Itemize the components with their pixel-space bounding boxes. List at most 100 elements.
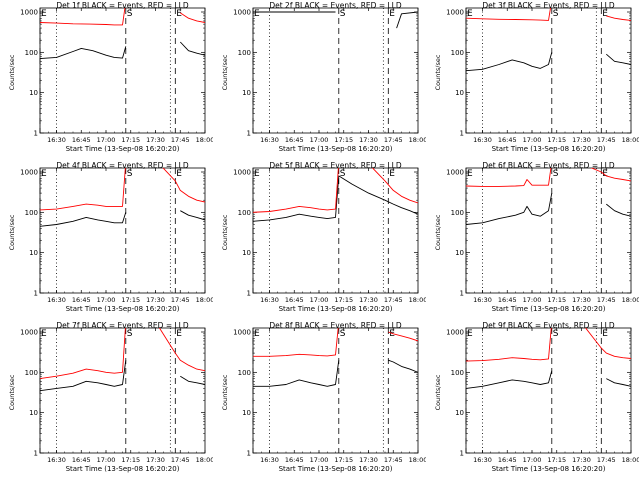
lld-series-line xyxy=(253,168,418,213)
lld-series-line xyxy=(40,328,205,380)
detector-panel: Det 8f BLACK = Events, RED = LLD 1 10 100 10… xyxy=(213,320,427,480)
detector-chart: Det 3f BLACK = Events, RED = LLD 1 10 100 10… xyxy=(434,1,640,153)
y-axis-label: Counts/sec xyxy=(221,214,229,250)
detector-panel: Det 9f BLACK = Events, RED = LLD 1 10 100 10… xyxy=(426,320,640,480)
x-tick-label: 17:30 xyxy=(359,456,378,464)
detector-panel: Det 3f BLACK = Events, RED = LLD 1 10 100 10… xyxy=(426,0,640,160)
x-tick-label: 17:15 xyxy=(334,296,353,304)
marker-label: E xyxy=(467,9,473,19)
detector-chart: Det 2f BLACK = Events, RED = LLD 1 10 100 10… xyxy=(221,1,427,153)
y-tick-label: 100 xyxy=(238,49,251,57)
x-tick-label: 16:30 xyxy=(47,136,66,144)
marker-label: E xyxy=(389,9,395,19)
detector-panel: Det 1f BLACK = Events, RED = LLD 1 10 100 10… xyxy=(0,0,214,160)
y-tick-label: 10 xyxy=(242,249,251,257)
marker-label: S xyxy=(127,329,133,339)
y-tick-label: 100 xyxy=(451,49,464,57)
x-tick-label: 17:45 xyxy=(384,456,403,464)
plot-frame xyxy=(39,327,206,454)
events-series-line xyxy=(253,175,418,222)
x-tick-label: 17:15 xyxy=(334,136,353,144)
detector-chart: Det 9f BLACK = Events, RED = LLD 1 10 100 10… xyxy=(434,321,640,473)
chart-title: Det 4f BLACK = Events, RED = LLD xyxy=(56,161,189,170)
x-tick-label: 16:30 xyxy=(260,456,279,464)
chart-title: Det 6f BLACK = Events, RED = LLD xyxy=(482,161,615,170)
x-axis-label: Start Time (13-Sep-08 16:20:20) xyxy=(279,465,393,473)
x-tick-label: 17:15 xyxy=(334,456,353,464)
x-tick-label: 18:00 xyxy=(622,136,639,144)
marker-label: S xyxy=(553,169,559,179)
detector-chart: Det 8f BLACK = Events, RED = LLD 1 10 100 10… xyxy=(221,321,427,473)
y-tick-label: 1 xyxy=(247,450,251,458)
x-tick-label: 16:45 xyxy=(498,296,517,304)
marker-label: S xyxy=(340,329,346,339)
x-tick-label: 17:45 xyxy=(171,136,190,144)
y-axis-label: Counts/sec xyxy=(8,214,16,250)
lld-series-line xyxy=(466,168,631,187)
y-tick-label: 1000 xyxy=(446,169,464,177)
y-tick-label: 1000 xyxy=(20,9,38,17)
y-tick-label: 1 xyxy=(247,130,251,138)
x-tick-label: 17:30 xyxy=(359,136,378,144)
y-tick-label: 100 xyxy=(25,209,38,217)
plot-frame xyxy=(252,7,419,134)
x-tick-label: 17:45 xyxy=(384,136,403,144)
detector-chart: Det 5f BLACK = Events, RED = LLD 1 10 100 10… xyxy=(221,161,427,313)
detector-panel: Det 7f BLACK = Events, RED = LLD 1 10 100 10… xyxy=(0,320,214,480)
x-tick-label: 18:00 xyxy=(409,136,426,144)
detector-panel: Det 2f BLACK = Events, RED = LLD 1 10 100 10… xyxy=(213,0,427,160)
x-axis-label: Start Time (13-Sep-08 16:20:20) xyxy=(492,305,606,313)
marker-label: S xyxy=(553,329,559,339)
marker-label: E xyxy=(602,169,608,179)
x-tick-label: 18:00 xyxy=(622,296,639,304)
marker-label: S xyxy=(340,169,346,179)
x-tick-label: 17:45 xyxy=(597,456,616,464)
marker-label: S xyxy=(127,9,133,19)
x-tick-label: 16:45 xyxy=(285,456,304,464)
x-tick-label: 16:45 xyxy=(72,296,91,304)
y-tick-label: 100 xyxy=(451,369,464,377)
x-tick-label: 17:00 xyxy=(523,136,542,144)
x-tick-label: 17:00 xyxy=(310,456,329,464)
y-tick-label: 1000 xyxy=(20,169,38,177)
x-axis-label: Start Time (13-Sep-08 16:20:20) xyxy=(66,145,180,153)
y-axis-label: Counts/sec xyxy=(221,54,229,90)
lld-series-line xyxy=(466,328,631,362)
events-series-line xyxy=(40,210,205,227)
marker-label: E xyxy=(176,329,182,339)
lld-series-line xyxy=(466,8,631,21)
x-tick-label: 16:45 xyxy=(72,136,91,144)
detector-panel: Det 6f BLACK = Events, RED = LLD 1 10 100 10… xyxy=(426,160,640,320)
y-tick-label: 1 xyxy=(460,290,464,298)
x-tick-label: 17:00 xyxy=(523,456,542,464)
detector-chart: Det 7f BLACK = Events, RED = LLD 1 10 100 10… xyxy=(8,321,214,473)
x-tick-label: 17:00 xyxy=(310,296,329,304)
x-tick-label: 18:00 xyxy=(409,296,426,304)
y-tick-label: 10 xyxy=(455,249,464,257)
lld-series-line xyxy=(40,168,205,211)
x-tick-label: 17:30 xyxy=(572,456,591,464)
lld-series-line xyxy=(253,328,418,357)
chart-title: Det 5f BLACK = Events, RED = LLD xyxy=(269,161,402,170)
y-axis-label: Counts/sec xyxy=(434,374,442,410)
x-tick-label: 17:45 xyxy=(171,456,190,464)
x-tick-label: 16:45 xyxy=(285,296,304,304)
x-tick-label: 17:15 xyxy=(547,136,566,144)
x-tick-label: 16:30 xyxy=(473,296,492,304)
marker-label: E xyxy=(254,329,260,339)
x-tick-label: 17:30 xyxy=(572,296,591,304)
marker-label: E xyxy=(254,169,260,179)
y-tick-label: 10 xyxy=(455,89,464,97)
marker-label: E xyxy=(467,329,473,339)
marker-label: S xyxy=(127,169,133,179)
y-tick-label: 1 xyxy=(460,450,464,458)
x-tick-label: 18:00 xyxy=(409,456,426,464)
plot-frame xyxy=(39,7,206,134)
x-tick-label: 16:45 xyxy=(285,136,304,144)
detector-panel: Det 5f BLACK = Events, RED = LLD 1 10 100 10… xyxy=(213,160,427,320)
marker-label: E xyxy=(602,9,608,19)
lld-series-line xyxy=(40,8,205,26)
marker-label: E xyxy=(602,329,608,339)
x-tick-label: 17:30 xyxy=(572,136,591,144)
y-tick-label: 10 xyxy=(29,89,38,97)
